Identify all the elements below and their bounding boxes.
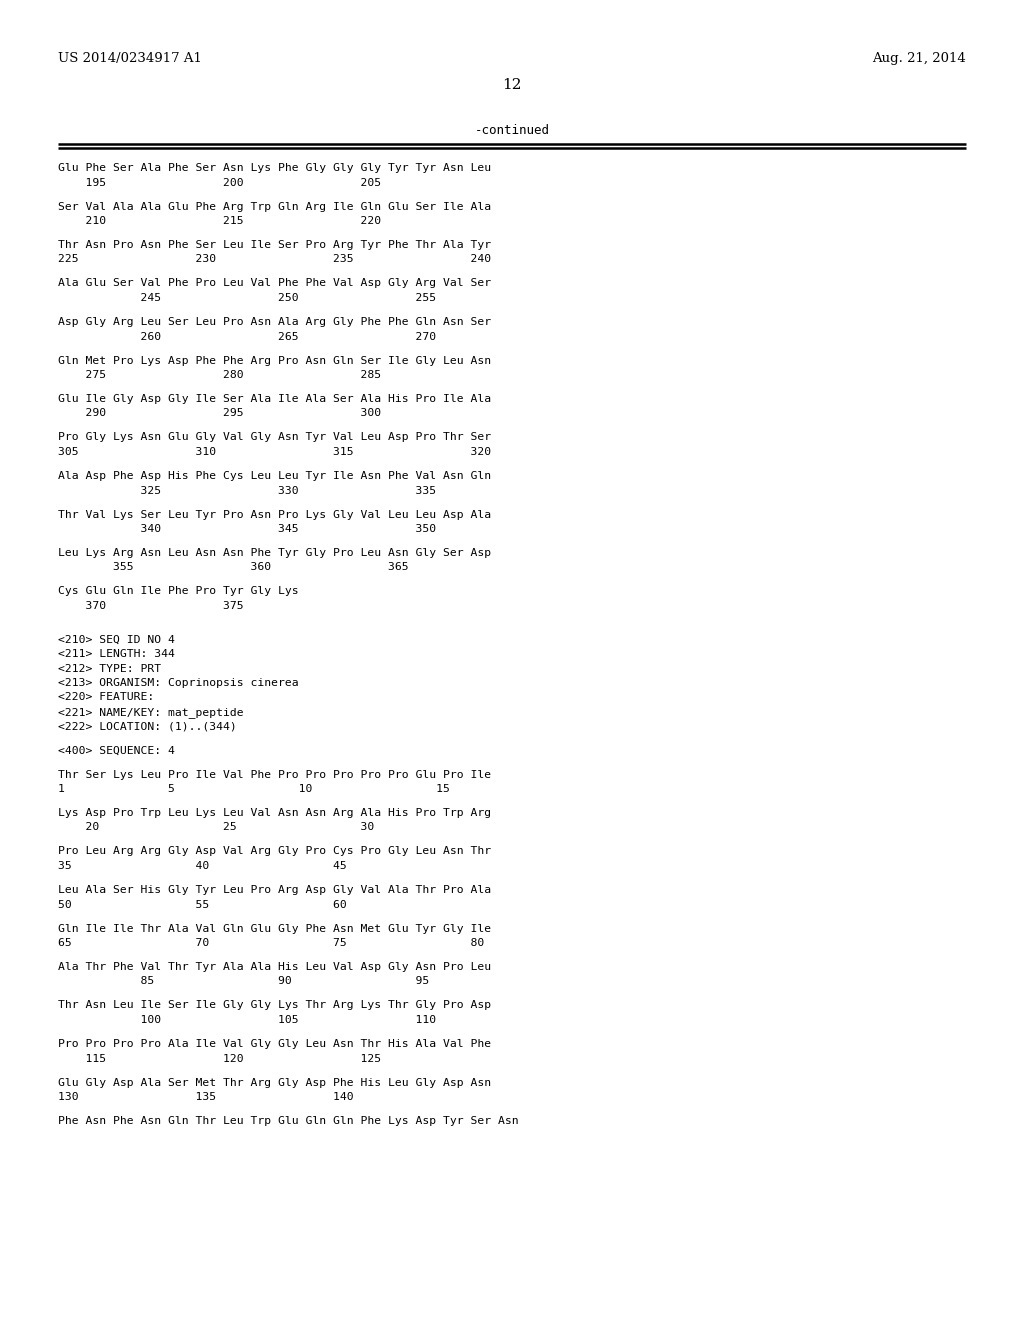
Text: Leu Lys Arg Asn Leu Asn Asn Phe Tyr Gly Pro Leu Asn Gly Ser Asp: Leu Lys Arg Asn Leu Asn Asn Phe Tyr Gly … bbox=[58, 548, 492, 558]
Text: 85                  90                  95: 85 90 95 bbox=[58, 977, 429, 986]
Text: Pro Leu Arg Arg Gly Asp Val Arg Gly Pro Cys Pro Gly Leu Asn Thr: Pro Leu Arg Arg Gly Asp Val Arg Gly Pro … bbox=[58, 846, 492, 857]
Text: Pro Pro Pro Pro Ala Ile Val Gly Gly Leu Asn Thr His Ala Val Phe: Pro Pro Pro Pro Ala Ile Val Gly Gly Leu … bbox=[58, 1039, 492, 1049]
Text: <211> LENGTH: 344: <211> LENGTH: 344 bbox=[58, 649, 175, 659]
Text: Thr Val Lys Ser Leu Tyr Pro Asn Pro Lys Gly Val Leu Leu Asp Ala: Thr Val Lys Ser Leu Tyr Pro Asn Pro Lys … bbox=[58, 510, 492, 520]
Text: Gln Ile Ile Thr Ala Val Gln Glu Gly Phe Asn Met Glu Tyr Gly Ile: Gln Ile Ile Thr Ala Val Gln Glu Gly Phe … bbox=[58, 924, 492, 933]
Text: 195                 200                 205: 195 200 205 bbox=[58, 177, 381, 187]
Text: 130                 135                 140: 130 135 140 bbox=[58, 1092, 353, 1102]
Text: <222> LOCATION: (1)..(344): <222> LOCATION: (1)..(344) bbox=[58, 722, 237, 731]
Text: Lys Asp Pro Trp Leu Lys Leu Val Asn Asn Arg Ala His Pro Trp Arg: Lys Asp Pro Trp Leu Lys Leu Val Asn Asn … bbox=[58, 808, 492, 818]
Text: 12: 12 bbox=[502, 78, 522, 92]
Text: 370                 375: 370 375 bbox=[58, 601, 244, 611]
Text: 115                 120                 125: 115 120 125 bbox=[58, 1053, 381, 1064]
Text: Thr Ser Lys Leu Pro Ile Val Phe Pro Pro Pro Pro Pro Glu Pro Ile: Thr Ser Lys Leu Pro Ile Val Phe Pro Pro … bbox=[58, 770, 492, 780]
Text: 225                 230                 235                 240: 225 230 235 240 bbox=[58, 255, 492, 264]
Text: Ala Thr Phe Val Thr Tyr Ala Ala His Leu Val Asp Gly Asn Pro Leu: Ala Thr Phe Val Thr Tyr Ala Ala His Leu … bbox=[58, 962, 492, 972]
Text: Ala Asp Phe Asp His Phe Cys Leu Leu Tyr Ile Asn Phe Val Asn Gln: Ala Asp Phe Asp His Phe Cys Leu Leu Tyr … bbox=[58, 471, 492, 480]
Text: 65                  70                  75                  80: 65 70 75 80 bbox=[58, 939, 484, 948]
Text: Phe Asn Phe Asn Gln Thr Leu Trp Glu Gln Gln Phe Lys Asp Tyr Ser Asn: Phe Asn Phe Asn Gln Thr Leu Trp Glu Gln … bbox=[58, 1115, 518, 1126]
Text: Glu Ile Gly Asp Gly Ile Ser Ala Ile Ala Ser Ala His Pro Ile Ala: Glu Ile Gly Asp Gly Ile Ser Ala Ile Ala … bbox=[58, 393, 492, 404]
Text: 210                 215                 220: 210 215 220 bbox=[58, 216, 381, 226]
Text: Gln Met Pro Lys Asp Phe Phe Arg Pro Asn Gln Ser Ile Gly Leu Asn: Gln Met Pro Lys Asp Phe Phe Arg Pro Asn … bbox=[58, 355, 492, 366]
Text: <400> SEQUENCE: 4: <400> SEQUENCE: 4 bbox=[58, 746, 175, 755]
Text: <210> SEQ ID NO 4: <210> SEQ ID NO 4 bbox=[58, 635, 175, 644]
Text: Thr Asn Pro Asn Phe Ser Leu Ile Ser Pro Arg Tyr Phe Thr Ala Tyr: Thr Asn Pro Asn Phe Ser Leu Ile Ser Pro … bbox=[58, 240, 492, 249]
Text: Glu Gly Asp Ala Ser Met Thr Arg Gly Asp Phe His Leu Gly Asp Asn: Glu Gly Asp Ala Ser Met Thr Arg Gly Asp … bbox=[58, 1077, 492, 1088]
Text: Leu Ala Ser His Gly Tyr Leu Pro Arg Asp Gly Val Ala Thr Pro Ala: Leu Ala Ser His Gly Tyr Leu Pro Arg Asp … bbox=[58, 884, 492, 895]
Text: 340                 345                 350: 340 345 350 bbox=[58, 524, 436, 535]
Text: 355                 360                 365: 355 360 365 bbox=[58, 562, 409, 573]
Text: 50                  55                  60: 50 55 60 bbox=[58, 899, 347, 909]
Text: 20                  25                  30: 20 25 30 bbox=[58, 822, 374, 833]
Text: 245                 250                 255: 245 250 255 bbox=[58, 293, 436, 304]
Text: Ala Glu Ser Val Phe Pro Leu Val Phe Phe Val Asp Gly Arg Val Ser: Ala Glu Ser Val Phe Pro Leu Val Phe Phe … bbox=[58, 279, 492, 289]
Text: 305                 310                 315                 320: 305 310 315 320 bbox=[58, 447, 492, 457]
Text: <221> NAME/KEY: mat_peptide: <221> NAME/KEY: mat_peptide bbox=[58, 708, 244, 718]
Text: 100                 105                 110: 100 105 110 bbox=[58, 1015, 436, 1026]
Text: 325                 330                 335: 325 330 335 bbox=[58, 486, 436, 495]
Text: 290                 295                 300: 290 295 300 bbox=[58, 408, 381, 418]
Text: Asp Gly Arg Leu Ser Leu Pro Asn Ala Arg Gly Phe Phe Gln Asn Ser: Asp Gly Arg Leu Ser Leu Pro Asn Ala Arg … bbox=[58, 317, 492, 327]
Text: 260                 265                 270: 260 265 270 bbox=[58, 331, 436, 342]
Text: Cys Glu Gln Ile Phe Pro Tyr Gly Lys: Cys Glu Gln Ile Phe Pro Tyr Gly Lys bbox=[58, 586, 299, 597]
Text: Pro Gly Lys Asn Glu Gly Val Gly Asn Tyr Val Leu Asp Pro Thr Ser: Pro Gly Lys Asn Glu Gly Val Gly Asn Tyr … bbox=[58, 433, 492, 442]
Text: Ser Val Ala Ala Glu Phe Arg Trp Gln Arg Ile Gln Glu Ser Ile Ala: Ser Val Ala Ala Glu Phe Arg Trp Gln Arg … bbox=[58, 202, 492, 211]
Text: -continued: -continued bbox=[474, 124, 550, 137]
Text: <212> TYPE: PRT: <212> TYPE: PRT bbox=[58, 664, 161, 673]
Text: 275                 280                 285: 275 280 285 bbox=[58, 370, 381, 380]
Text: Aug. 21, 2014: Aug. 21, 2014 bbox=[872, 51, 966, 65]
Text: <213> ORGANISM: Coprinopsis cinerea: <213> ORGANISM: Coprinopsis cinerea bbox=[58, 678, 299, 688]
Text: <220> FEATURE:: <220> FEATURE: bbox=[58, 693, 155, 702]
Text: 35                  40                  45: 35 40 45 bbox=[58, 861, 347, 871]
Text: 1               5                  10                  15: 1 5 10 15 bbox=[58, 784, 450, 795]
Text: US 2014/0234917 A1: US 2014/0234917 A1 bbox=[58, 51, 202, 65]
Text: Thr Asn Leu Ile Ser Ile Gly Gly Lys Thr Arg Lys Thr Gly Pro Asp: Thr Asn Leu Ile Ser Ile Gly Gly Lys Thr … bbox=[58, 1001, 492, 1011]
Text: Glu Phe Ser Ala Phe Ser Asn Lys Phe Gly Gly Gly Tyr Tyr Asn Leu: Glu Phe Ser Ala Phe Ser Asn Lys Phe Gly … bbox=[58, 162, 492, 173]
